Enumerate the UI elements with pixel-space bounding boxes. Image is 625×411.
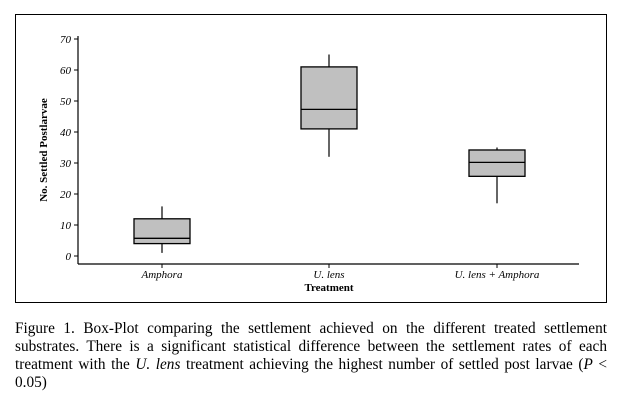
- y-tick-label: 0: [66, 251, 72, 263]
- y-tick-label: 20: [60, 189, 72, 201]
- box-0: [133, 206, 191, 253]
- y-tick-label: 70: [60, 34, 72, 46]
- x-tick-label: U. lens: [313, 269, 344, 281]
- caption-p-symbol: P: [583, 356, 593, 373]
- figure-frame: [15, 14, 607, 303]
- x-tick-label: Amphora: [141, 269, 183, 281]
- y-tick-label: 40: [60, 127, 72, 139]
- box-2: [468, 147, 526, 204]
- box-plot: 0 10 20 30 40 50 60 70 Amphora U. lens U. lens + …: [38, 34, 579, 294]
- iqr-box: [468, 149, 526, 177]
- figure-caption: Figure 1. Box-Plot comparing the settlem…: [15, 320, 607, 392]
- iqr-box: [133, 218, 191, 245]
- x-axis-label: Treatment: [304, 282, 353, 294]
- caption-text: Figure 1. Box-Plot comparing the settlem…: [15, 320, 607, 373]
- caption-text: < 0.05): [15, 356, 607, 391]
- y-tick-label: 50: [60, 96, 72, 108]
- x-tick-label: U. lens + Amphora: [455, 269, 540, 281]
- box-1: [300, 54, 358, 157]
- y-axis-label: No. Settled Postlarvae: [38, 98, 50, 202]
- caption-text: treatment achieving the highest number o…: [180, 356, 584, 373]
- caption-italic-species: U. lens: [135, 356, 181, 373]
- iqr-box: [300, 66, 358, 130]
- y-tick-label: 10: [60, 220, 72, 232]
- y-tick-label: 30: [59, 158, 72, 170]
- y-tick-label: 60: [60, 65, 72, 77]
